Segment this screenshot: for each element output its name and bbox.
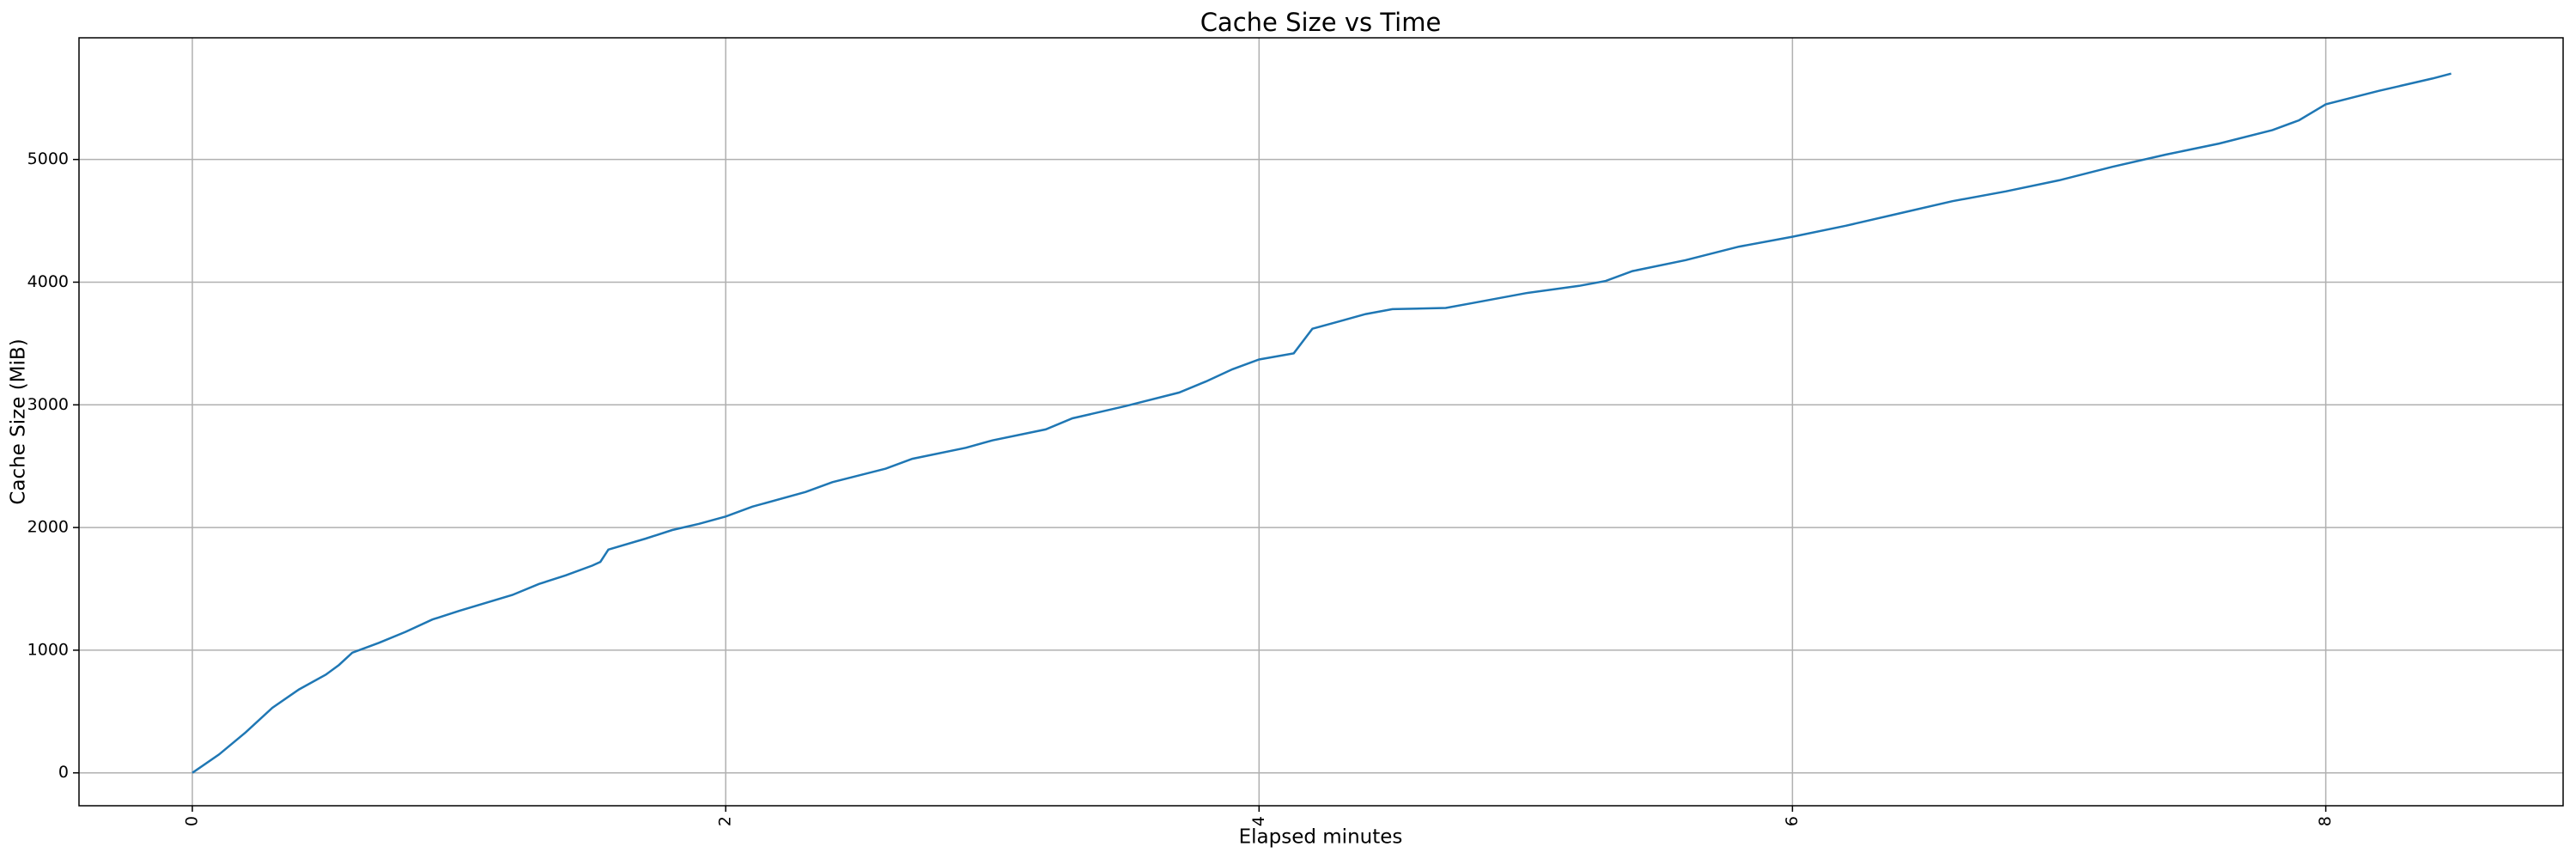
x-axis-label: Elapsed minutes [1239, 826, 1403, 849]
y-tick-label: 3000 [27, 395, 69, 414]
y-tick-label: 2000 [27, 518, 69, 537]
x-tick-label: 4 [1249, 816, 1268, 826]
x-tick-label: 0 [182, 816, 201, 826]
chart-title: Cache Size vs Time [1200, 8, 1442, 37]
plot-frame [78, 37, 2564, 807]
x-tick-label: 8 [2316, 816, 2335, 826]
x-tick-label: 6 [1783, 816, 1801, 826]
y-tick-label: 4000 [27, 272, 69, 291]
y-axis-label: Cache Size (MiB) [8, 338, 30, 504]
y-tick-label: 1000 [27, 640, 69, 659]
line [191, 72, 2451, 774]
y-tick-label: 0 [58, 763, 69, 782]
x-tick-label: 2 [716, 816, 735, 826]
y-tick-label: 5000 [27, 149, 69, 168]
